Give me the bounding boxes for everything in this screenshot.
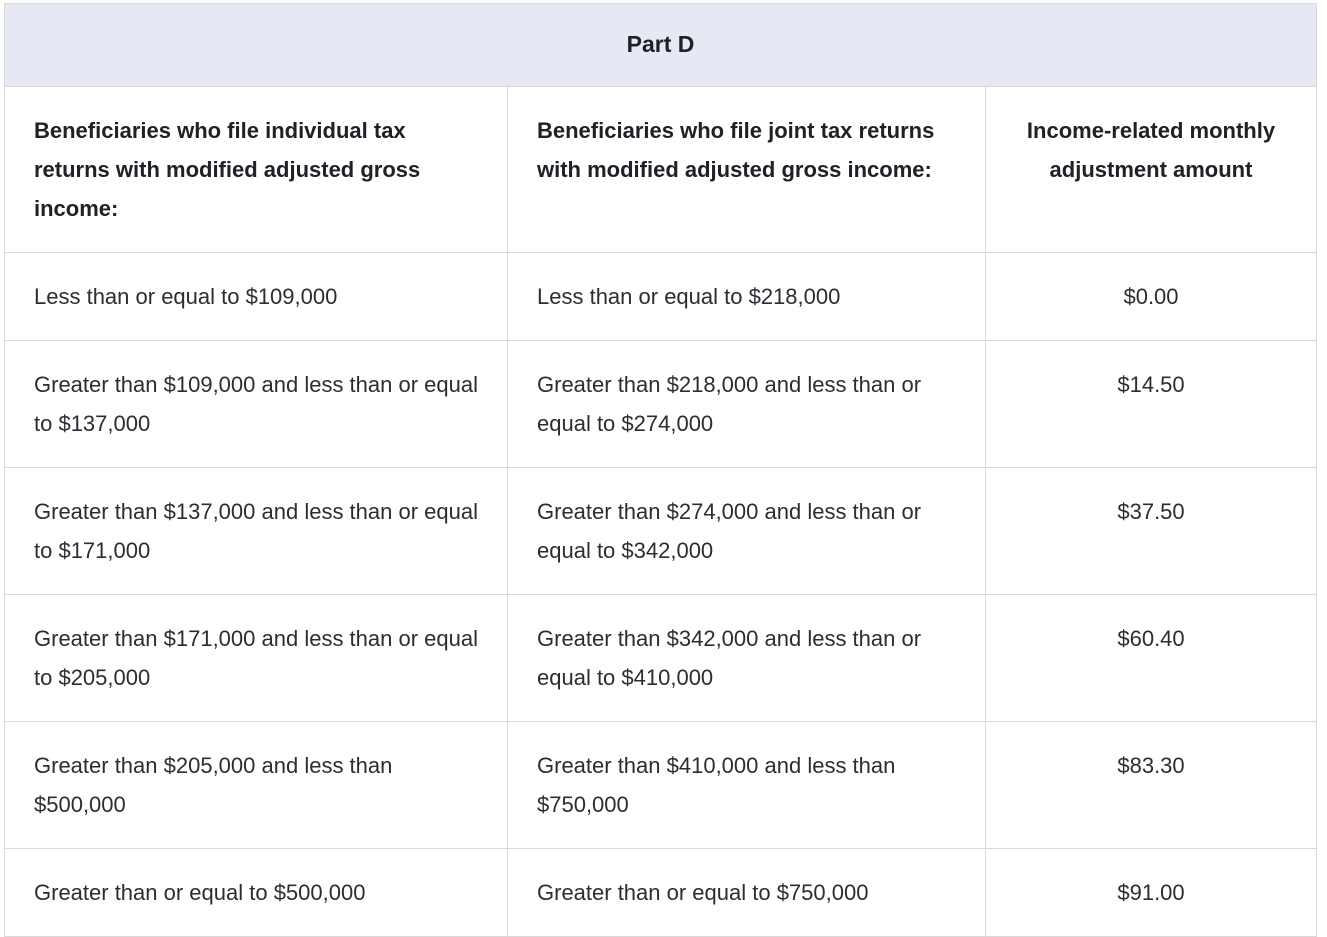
- cell-individual-income: Greater than or equal to $500,000: [4, 848, 508, 937]
- column-header-joint-returns: Beneficiaries who file joint tax returns…: [507, 86, 986, 253]
- cell-individual-income: Less than or equal to $109,000: [4, 252, 508, 341]
- table-row: Greater than $171,000 and less than or e…: [4, 594, 1318, 722]
- table-title: Part D: [3, 3, 1318, 87]
- cell-adjustment-amount: $91.00: [984, 848, 1318, 937]
- cell-individual-income: Greater than $109,000 and less than or e…: [4, 340, 508, 468]
- cell-joint-income: Greater than $410,000 and less than $750…: [507, 721, 986, 849]
- part-d-irmaa-table: Part D Beneficiaries who file individual…: [3, 3, 1318, 937]
- column-header-adjustment-amount: Income-related monthly adjustment amount: [984, 86, 1318, 253]
- cell-adjustment-amount: $37.50: [984, 467, 1318, 595]
- cell-joint-income: Greater than $274,000 and less than or e…: [507, 467, 986, 595]
- cell-adjustment-amount: $14.50: [984, 340, 1318, 468]
- table-title-row: Part D: [3, 3, 1318, 87]
- cell-joint-income: Greater than $218,000 and less than or e…: [507, 340, 986, 468]
- cell-individual-income: Greater than $171,000 and less than or e…: [4, 594, 508, 722]
- cell-adjustment-amount: $0.00: [984, 252, 1318, 341]
- cell-individual-income: Greater than $137,000 and less than or e…: [4, 467, 508, 595]
- cell-adjustment-amount: $60.40: [984, 594, 1318, 722]
- cell-joint-income: Greater than or equal to $750,000: [507, 848, 986, 937]
- column-header-individual-returns: Beneficiaries who file individual tax re…: [4, 86, 508, 253]
- cell-individual-income: Greater than $205,000 and less than $500…: [4, 721, 508, 849]
- table-row: Greater than $109,000 and less than or e…: [4, 340, 1318, 468]
- table-row: Less than or equal to $109,000 Less than…: [4, 252, 1318, 341]
- table-row: Greater than $205,000 and less than $500…: [4, 721, 1318, 849]
- cell-joint-income: Less than or equal to $218,000: [507, 252, 986, 341]
- table-row: Greater than $137,000 and less than or e…: [4, 467, 1318, 595]
- cell-joint-income: Greater than $342,000 and less than or e…: [507, 594, 986, 722]
- table-header-row: Beneficiaries who file individual tax re…: [4, 86, 1318, 253]
- table-row: Greater than or equal to $500,000 Greate…: [4, 848, 1318, 937]
- cell-adjustment-amount: $83.30: [984, 721, 1318, 849]
